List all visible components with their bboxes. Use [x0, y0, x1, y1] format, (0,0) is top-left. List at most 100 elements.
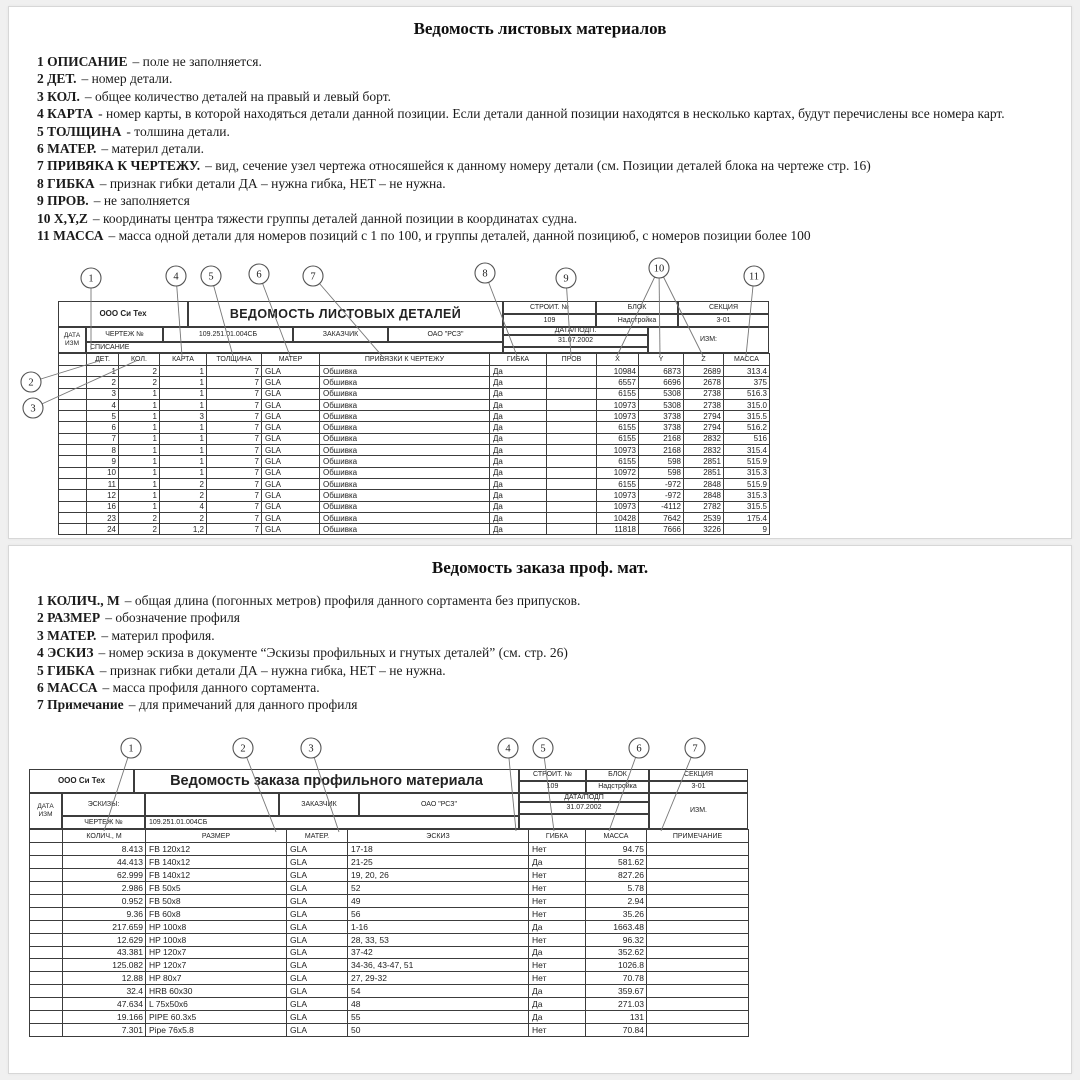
- titleblock-blok: Надстройка: [586, 781, 649, 793]
- table-cell: Pipe 76x5.8: [145, 1023, 287, 1038]
- table-cell: 2832: [683, 432, 724, 446]
- table-cell: 8.413: [62, 842, 146, 856]
- table-cell: 12.88: [62, 971, 146, 986]
- svg-text:2: 2: [240, 744, 245, 755]
- sheet-materials-section: Ведомость листовых материалов 1 ОПИСАНИЕ…: [8, 6, 1072, 539]
- svg-text:7: 7: [692, 744, 697, 755]
- table-cell: 17-18: [347, 842, 529, 856]
- note-term: 2 ДЕТ.: [37, 71, 77, 87]
- table-cell: 10973: [596, 500, 639, 513]
- table-cell: FB 60x8: [145, 906, 287, 921]
- table-cell: Да: [489, 410, 547, 423]
- table-cell: HP 120x7: [145, 945, 287, 960]
- table-cell: Да: [489, 376, 547, 389]
- note-item: 5 ГИБКА – признак гибки детали ДА – нужна…: [37, 662, 1049, 679]
- profile-order-titleblock: ООО Си Тех Ведомость заказа профильного м…: [29, 769, 749, 1038]
- table-cell: 1: [159, 398, 207, 412]
- table-cell: Обшивка: [319, 511, 490, 525]
- table-cell: [58, 410, 87, 423]
- titleblock-izm_label: ИЗМ:: [648, 327, 769, 353]
- table-cell: 2: [159, 511, 207, 525]
- table-cell: GLA: [261, 511, 320, 525]
- table-cell: 32.4: [62, 984, 146, 999]
- titleblock-chertezh_label: ЧЕРТЕЖ №: [62, 816, 145, 829]
- table-cell: 7: [206, 511, 262, 525]
- table-cell: [646, 880, 749, 895]
- note-term: 7 ПРИВЯКА К ЧЕРТЕЖУ.: [37, 158, 201, 174]
- table-cell: Да: [489, 500, 547, 513]
- callout-7: 7: [684, 737, 706, 759]
- table-cell: GLA: [261, 432, 320, 446]
- table-cell: 3: [159, 410, 207, 423]
- svg-text:2: 2: [28, 378, 33, 389]
- note-term: 3 МАТЕР.: [37, 627, 97, 643]
- titleblock-zakazchik_label: ЗАКАЗЧИК: [279, 793, 359, 816]
- table-cell: 315.5: [723, 500, 770, 513]
- table-cell: 9: [86, 455, 119, 468]
- table-cell: [546, 523, 597, 536]
- table-cell: 581.62: [585, 854, 647, 869]
- table-cell: GLA: [286, 842, 348, 856]
- table-cell: 516.2: [723, 421, 770, 434]
- table-cell: 313.4: [723, 364, 770, 378]
- table-cell: 28, 33, 53: [347, 932, 529, 947]
- table-cell: [58, 511, 87, 525]
- table-cell: [29, 971, 63, 986]
- titleblock-chertezh_label: ЧЕРТЕЖ №: [86, 327, 163, 342]
- table-cell: Нет: [528, 971, 586, 986]
- table-cell: [29, 997, 63, 1012]
- table-cell: 1: [159, 364, 207, 378]
- table-cell: 515.9: [723, 477, 770, 491]
- table-cell: 7: [206, 364, 262, 378]
- table-cell: 7: [206, 523, 262, 536]
- table-cell: 2: [159, 489, 207, 502]
- data-table: ДЕТ. КОЛ. КАРТА ТОЛЩИНА МАТЕР ПРИВЯЗКИ К ЧЕРТ…: [58, 353, 770, 536]
- table-cell: [58, 376, 87, 389]
- table-cell: 9.36: [62, 906, 146, 921]
- table-cell: Да: [528, 945, 586, 960]
- note-term: 4 ЭСКИЗ: [37, 645, 94, 661]
- table-cell: Да: [489, 364, 547, 378]
- table-cell: 47.634: [62, 997, 146, 1012]
- section1-notes: 1 ОПИСАНИЕ – поле не заполняется. 2 ДЕТ. – …: [37, 53, 1049, 244]
- titleblock-title: ВЕДОМОСТЬ ЛИСТОВЫХ ДЕТАЛЕЙ: [188, 301, 503, 327]
- note-item: 7 ПРИВЯКА К ЧЕРТЕЖУ. – вид, сечение узел …: [37, 157, 1049, 174]
- table-cell: 1: [159, 376, 207, 389]
- titleblock-blok: Надстройка: [596, 314, 678, 327]
- table-cell: [29, 842, 63, 856]
- table-cell: 7: [206, 489, 262, 502]
- table-cell: 6155: [596, 432, 639, 446]
- titleblock-sekcia_label: СЕКЦИЯ: [678, 301, 769, 314]
- table-cell: [58, 477, 87, 491]
- table-cell: [58, 364, 87, 378]
- table-cell: 0.952: [62, 893, 146, 908]
- table-cell: GLA: [286, 906, 348, 921]
- table-row: 8 1 1 7 GLA Обшивка Да 10973 2168 2832 315.4: [58, 444, 770, 457]
- table-cell: 11: [86, 477, 119, 491]
- table-row: 9 1 1 7 GLA Обшивка Да 6155 598 2851 515.9: [58, 455, 770, 468]
- table-cell: GLA: [286, 945, 348, 960]
- column-header: Y: [638, 353, 684, 366]
- note-text: – общая длина (погонных метров) профиля …: [124, 593, 581, 608]
- table-row: 32.4 HRB 60x30 GLA 54 Да 359.67: [29, 984, 749, 999]
- table-cell: Нет: [528, 906, 586, 921]
- note-text: - номер карты, в которой находяться дета…: [98, 106, 1005, 122]
- table-cell: [29, 880, 63, 895]
- column-header: ТОЛЩИНА: [206, 353, 262, 366]
- table-cell: GLA: [286, 1010, 348, 1025]
- table-cell: GLA: [286, 880, 348, 895]
- table-cell: GLA: [261, 421, 320, 434]
- table-cell: [546, 455, 597, 468]
- table-cell: FB 50x8: [145, 893, 287, 908]
- table-cell: 315.3: [723, 466, 770, 479]
- table-row: 44.413 FB 140x12 GLA 21-25 Да 581.62: [29, 854, 749, 869]
- table-cell: [58, 466, 87, 479]
- table-cell: 516.3: [723, 387, 770, 400]
- table-cell: [58, 523, 87, 536]
- table-cell: 7: [206, 455, 262, 468]
- svg-text:5: 5: [540, 744, 545, 755]
- table-cell: 516: [723, 432, 770, 446]
- table-cell: 1: [159, 387, 207, 400]
- table-cell: Нет: [528, 958, 586, 973]
- table-cell: [646, 932, 749, 947]
